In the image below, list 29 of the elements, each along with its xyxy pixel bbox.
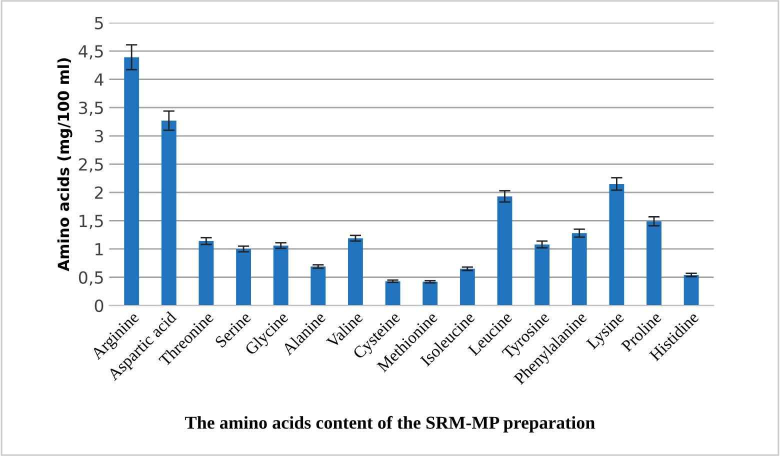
bar bbox=[422, 282, 438, 306]
bar bbox=[124, 57, 140, 306]
y-axis-title: Amino acids (mg/100 ml) bbox=[57, 58, 72, 272]
y-tick-label: 3,5 bbox=[79, 102, 103, 116]
bar bbox=[310, 266, 326, 306]
y-tick-label: 1 bbox=[96, 243, 103, 256]
bar bbox=[198, 241, 214, 306]
y-tick-label: 4 bbox=[94, 74, 104, 86]
bar bbox=[236, 248, 251, 306]
bar bbox=[161, 120, 176, 306]
bar bbox=[609, 184, 624, 306]
y-tick-label: 3 bbox=[95, 130, 104, 142]
bar bbox=[273, 246, 288, 306]
y-tick-label: 2 bbox=[94, 186, 103, 199]
bar bbox=[646, 221, 662, 306]
y-tick-label: 0 bbox=[94, 299, 104, 312]
text: The amino acids content of the SRM-MP preparation bbox=[185, 416, 595, 432]
y-tick-label: 1,5 bbox=[80, 214, 103, 229]
bar bbox=[385, 281, 400, 306]
y-tick-label: 4,5 bbox=[78, 45, 103, 60]
bar bbox=[534, 244, 550, 306]
bar bbox=[348, 238, 363, 306]
bar bbox=[460, 268, 475, 306]
y-tick-label: 0,5 bbox=[78, 271, 103, 286]
bar bbox=[684, 274, 699, 306]
bar bbox=[497, 196, 512, 306]
bar bbox=[572, 233, 587, 306]
y-tick-label: 5 bbox=[95, 16, 103, 30]
y-tick-label: 2,5 bbox=[79, 158, 103, 172]
